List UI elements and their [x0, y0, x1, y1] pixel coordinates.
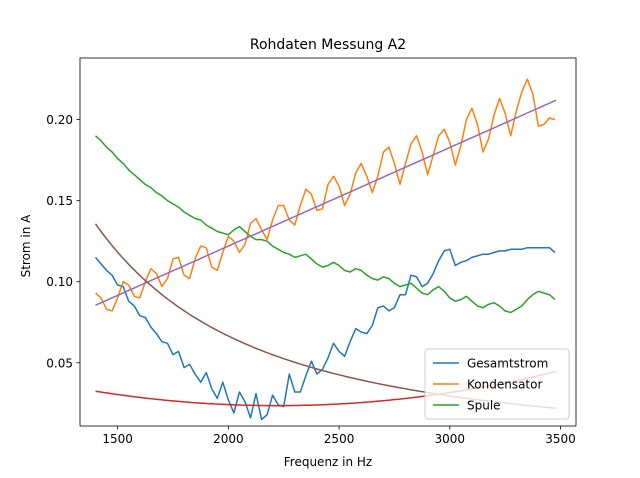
- y-axis-label: Strom in A: [19, 214, 33, 278]
- legend-label: Kondensator: [467, 378, 542, 392]
- legend-label: Spule: [467, 399, 501, 413]
- y-tick-label: 0.10: [46, 275, 73, 289]
- x-tick-label: 2000: [213, 432, 244, 446]
- series-line-kondensator: [95, 78, 556, 312]
- series-line-spule: [95, 135, 556, 314]
- legend: Gesamtstrom Kondensator Spule: [424, 348, 570, 420]
- y-tick-label: 0.05: [46, 356, 73, 370]
- y-tick-label: 0.20: [46, 113, 73, 127]
- x-tick-label: 1500: [102, 432, 133, 446]
- x-tick-label: 3000: [435, 432, 466, 446]
- y-tick-label: 0.15: [46, 194, 73, 208]
- series-line-gesamtstrom: [94, 246, 556, 421]
- x-axis: 1500 2000 2500 3000 3500: [102, 426, 576, 446]
- legend-label: Gesamtstrom: [467, 357, 548, 371]
- x-axis-label: Frequenz in Hz: [284, 455, 372, 469]
- plot-area: [79, 57, 577, 427]
- x-tick-label: 3500: [545, 432, 576, 446]
- y-axis: 0.05 0.10 0.15 0.20: [46, 113, 80, 370]
- x-tick-label: 2500: [324, 432, 355, 446]
- plot-frame: [79, 57, 577, 427]
- chart-title: Rohdaten Messung A2: [250, 37, 406, 53]
- legend-box: [424, 348, 570, 420]
- fit-line-4: [95, 99, 557, 306]
